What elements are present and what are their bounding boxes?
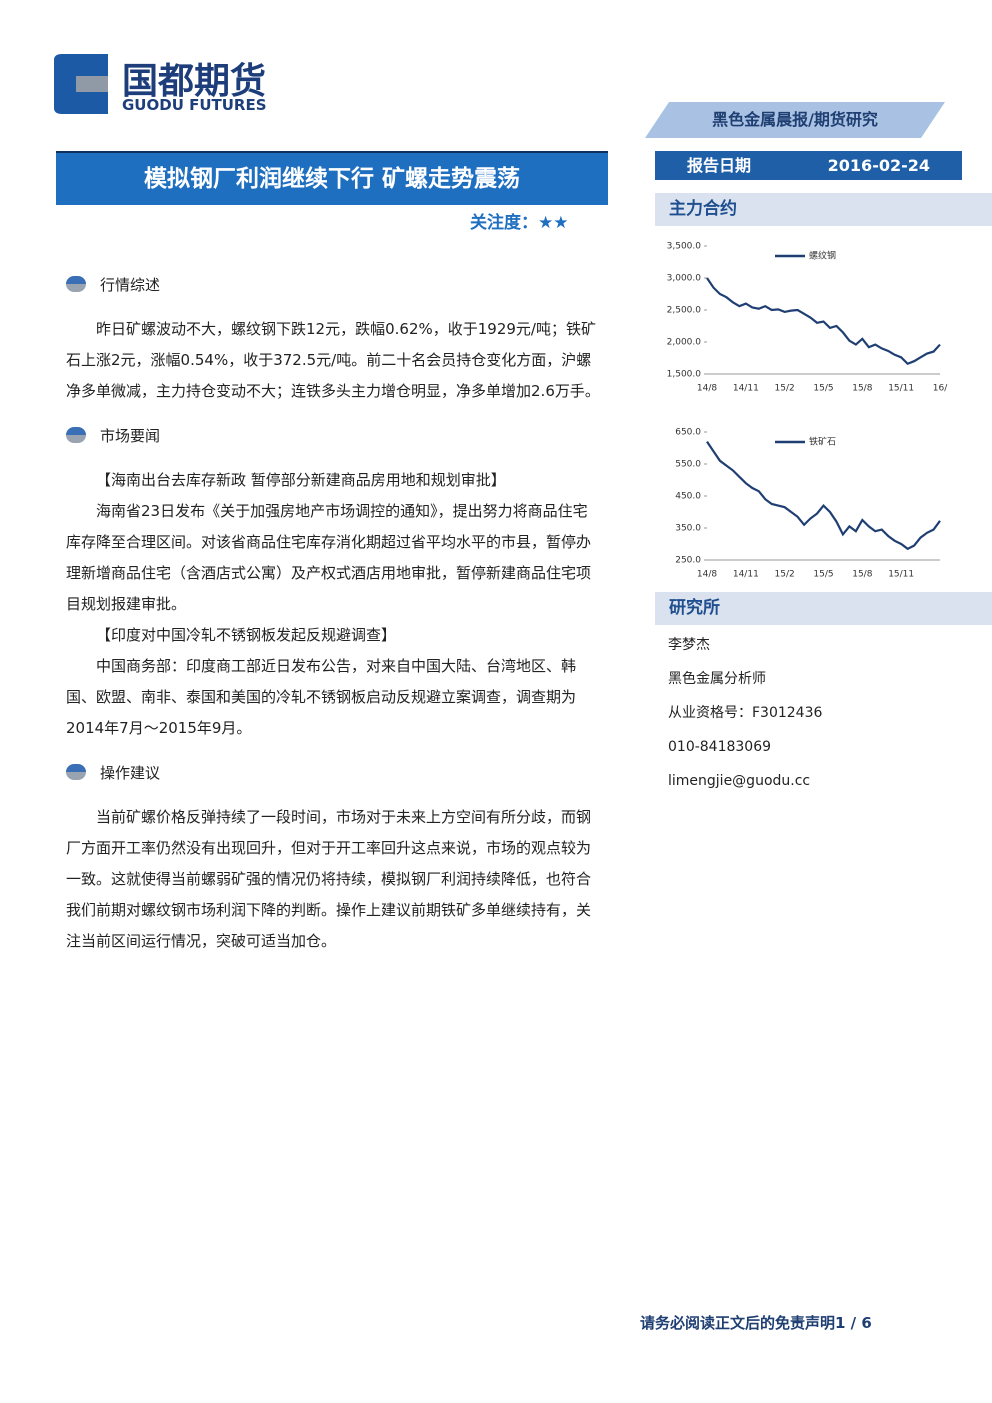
line bbox=[706, 277, 941, 366]
analyst-line: 010-84183069 bbox=[668, 739, 772, 755]
chart: 250.0 350.0 450.0 550.0 650.0 14/8 14/11 15/2 15… bbox=[675, 428, 941, 580]
y-tick-label: 250.0 bbox=[675, 556, 701, 566]
spacer bbox=[66, 744, 600, 756]
date: 2016-02-24 bbox=[827, 156, 930, 175]
category-banner bbox=[645, 102, 945, 138]
x-tick-label: 15/2 bbox=[775, 384, 795, 394]
footer: 请务必阅读正文后的免责声明1 / 6 bbox=[640, 1314, 872, 1332]
section-heading: 行情综述 bbox=[66, 268, 600, 300]
contract-heading: 主力合约 bbox=[655, 193, 992, 226]
date-bar: 报告日期 2016-02-24 bbox=[655, 151, 962, 180]
paragraph: 【印度对中国冷轧不锈钢板发起反规避调查】 bbox=[96, 626, 397, 644]
analyst-line: 李梦杰 bbox=[668, 637, 710, 653]
x-tick-label: 15/8 bbox=[852, 570, 872, 580]
x-tick-label: 15/11 bbox=[888, 384, 914, 394]
x-tick-label: 15/2 bbox=[775, 570, 795, 580]
section-heading: 操作建议 bbox=[66, 756, 600, 788]
x-tick-label: 14/11 bbox=[733, 570, 759, 580]
y-tick-label: 2,000.0 bbox=[667, 338, 702, 348]
section-heading: 市场要闻 bbox=[66, 419, 600, 451]
chart: 1,500.0 2,000.0 2,500.0 3,000.0 3,500.0 14/8 1… bbox=[667, 242, 949, 394]
x-tick-label: 15/8 bbox=[852, 384, 872, 394]
y-tick-label: 450.0 bbox=[675, 492, 701, 502]
x-tick-label: 15/5 bbox=[813, 384, 833, 394]
y-tick-label: 3,000.0 bbox=[667, 274, 702, 284]
y-tick-label: 550.0 bbox=[675, 460, 701, 470]
spacer bbox=[66, 407, 600, 419]
icon bbox=[66, 764, 86, 780]
y-tick-label: 350.0 bbox=[675, 524, 701, 534]
heading-text: 操作建议 bbox=[100, 763, 161, 782]
logo-en: GUODU FUTURES bbox=[122, 96, 267, 114]
date-label: 报告日期 bbox=[687, 156, 752, 175]
logo-cn: 国都期货 bbox=[122, 61, 267, 102]
y-tick-label: 1,500.0 bbox=[667, 370, 702, 380]
y-tick-label: 650.0 bbox=[675, 428, 701, 438]
x-tick-label: 14/11 bbox=[733, 384, 759, 394]
y-tick-label: 2,500.0 bbox=[667, 306, 702, 316]
legend-label: 螺纹钢 bbox=[809, 250, 836, 262]
analyst-line: limengjie@guodu.cc bbox=[668, 773, 811, 789]
paragraph: 海南省23日发布《关于加强房地产市场调控的通知》，提出努力将商品住宅库存降至合理… bbox=[66, 502, 592, 613]
x-tick-label: 16/ bbox=[933, 384, 948, 394]
legend-label: 铁矿石 bbox=[809, 436, 836, 448]
paragraph: 当前矿螺价格反弹持续了一段时间，市场对于未来上方空间有所分歧，而钢厂方面开工率仍… bbox=[66, 808, 592, 950]
paragraph: 昨日矿螺波动不大，螺纹钢下跌12元，跌幅0.62%，收于1929元/吨；铁矿石上… bbox=[66, 320, 600, 400]
analyst: 李梦杰黑色金属分析师从业资格号：F3012436 010-84183069 lime… bbox=[668, 628, 822, 798]
y-tick-label: 3,500.0 bbox=[667, 242, 702, 252]
analyst-line: 从业资格号：F3012436 bbox=[668, 705, 823, 721]
x-tick-label: 15/5 bbox=[813, 570, 833, 580]
category: 黑色金属晨报/期货研究 bbox=[712, 110, 878, 129]
line bbox=[706, 440, 941, 551]
paragraph: 【海南出台去库存新政 暂停部分新建商品房用地和规划审批】 bbox=[96, 471, 506, 489]
icon bbox=[66, 427, 86, 443]
attention: 关注度：★★ bbox=[470, 208, 568, 233]
icon bbox=[66, 276, 86, 292]
analyst-line: 黑色金属分析师 bbox=[668, 671, 766, 687]
spacer bbox=[66, 957, 600, 969]
heading-text: 行情综述 bbox=[100, 275, 161, 294]
x-tick-label: 14/8 bbox=[697, 570, 717, 580]
main-text: 行情综述昨日矿螺波动不大，螺纹钢下跌12元，跌幅0.62%，收于1929元/吨；… bbox=[66, 268, 600, 969]
attention-stars: ★★ bbox=[538, 213, 569, 233]
institute-heading: 研究所 bbox=[655, 592, 992, 625]
attention-label: 关注度： bbox=[470, 213, 538, 233]
heading-text: 市场要闻 bbox=[100, 426, 161, 445]
x-tick-label: 14/8 bbox=[697, 384, 717, 394]
x-tick-label: 15/11 bbox=[888, 570, 914, 580]
logo-mark bbox=[54, 54, 108, 114]
title: 模拟钢厂利润继续下行 矿螺走势震荡 bbox=[56, 151, 608, 205]
paragraph: 中国商务部：印度商工部近日发布公告，对来自中国大陆、台湾地区、韩国、欧盟、南非、… bbox=[66, 657, 577, 737]
